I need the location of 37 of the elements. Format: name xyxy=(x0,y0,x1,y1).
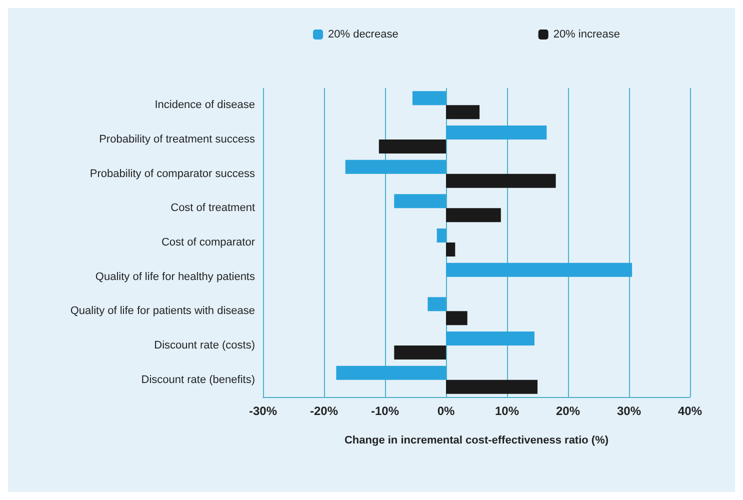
bar xyxy=(446,242,456,256)
y-tick-label: Discount rate (benefits) xyxy=(141,374,255,386)
bar xyxy=(345,160,446,174)
bar xyxy=(446,174,556,188)
x-tick-label: 30% xyxy=(616,404,642,418)
x-tick-label: -10% xyxy=(370,404,400,418)
y-tick-label: Probability of treatment success xyxy=(99,134,256,146)
bar xyxy=(436,228,446,242)
bar xyxy=(446,105,480,120)
bar xyxy=(446,262,632,277)
legend-label: 20% decrease xyxy=(328,28,398,40)
x-tick-label: 20% xyxy=(556,404,580,418)
bar xyxy=(378,140,446,154)
y-tick-label: Discount rate (costs) xyxy=(154,340,255,352)
x-tick-label: 40% xyxy=(678,404,702,418)
bar xyxy=(428,297,446,312)
y-tick-label: Cost of treatment xyxy=(170,202,255,214)
bar xyxy=(394,194,446,208)
x-tick-label: -30% xyxy=(248,404,278,418)
bar xyxy=(412,91,446,106)
bar xyxy=(446,208,501,222)
bar xyxy=(446,380,538,394)
bar xyxy=(336,366,446,380)
y-tick-label: Incidence of disease xyxy=(154,99,255,112)
legend-label: 20% increase xyxy=(553,28,620,40)
bar xyxy=(394,346,446,360)
bar xyxy=(446,332,534,346)
x-axis-title: Change in incremental cost-effectiveness ratio (%) xyxy=(344,434,609,446)
y-tick-label: Quality of life for patients with disease xyxy=(70,305,255,318)
y-tick-label: Quality of life for healthy patients xyxy=(95,270,256,283)
x-tick-label: 0% xyxy=(437,404,455,418)
x-tick-label: 10% xyxy=(494,404,520,418)
y-tick-label: Cost of comparator xyxy=(161,236,256,248)
x-tick-label: -20% xyxy=(310,404,338,418)
bar xyxy=(446,126,547,140)
y-tick-label: Probability of comparator success xyxy=(90,168,256,180)
bar xyxy=(446,311,468,326)
